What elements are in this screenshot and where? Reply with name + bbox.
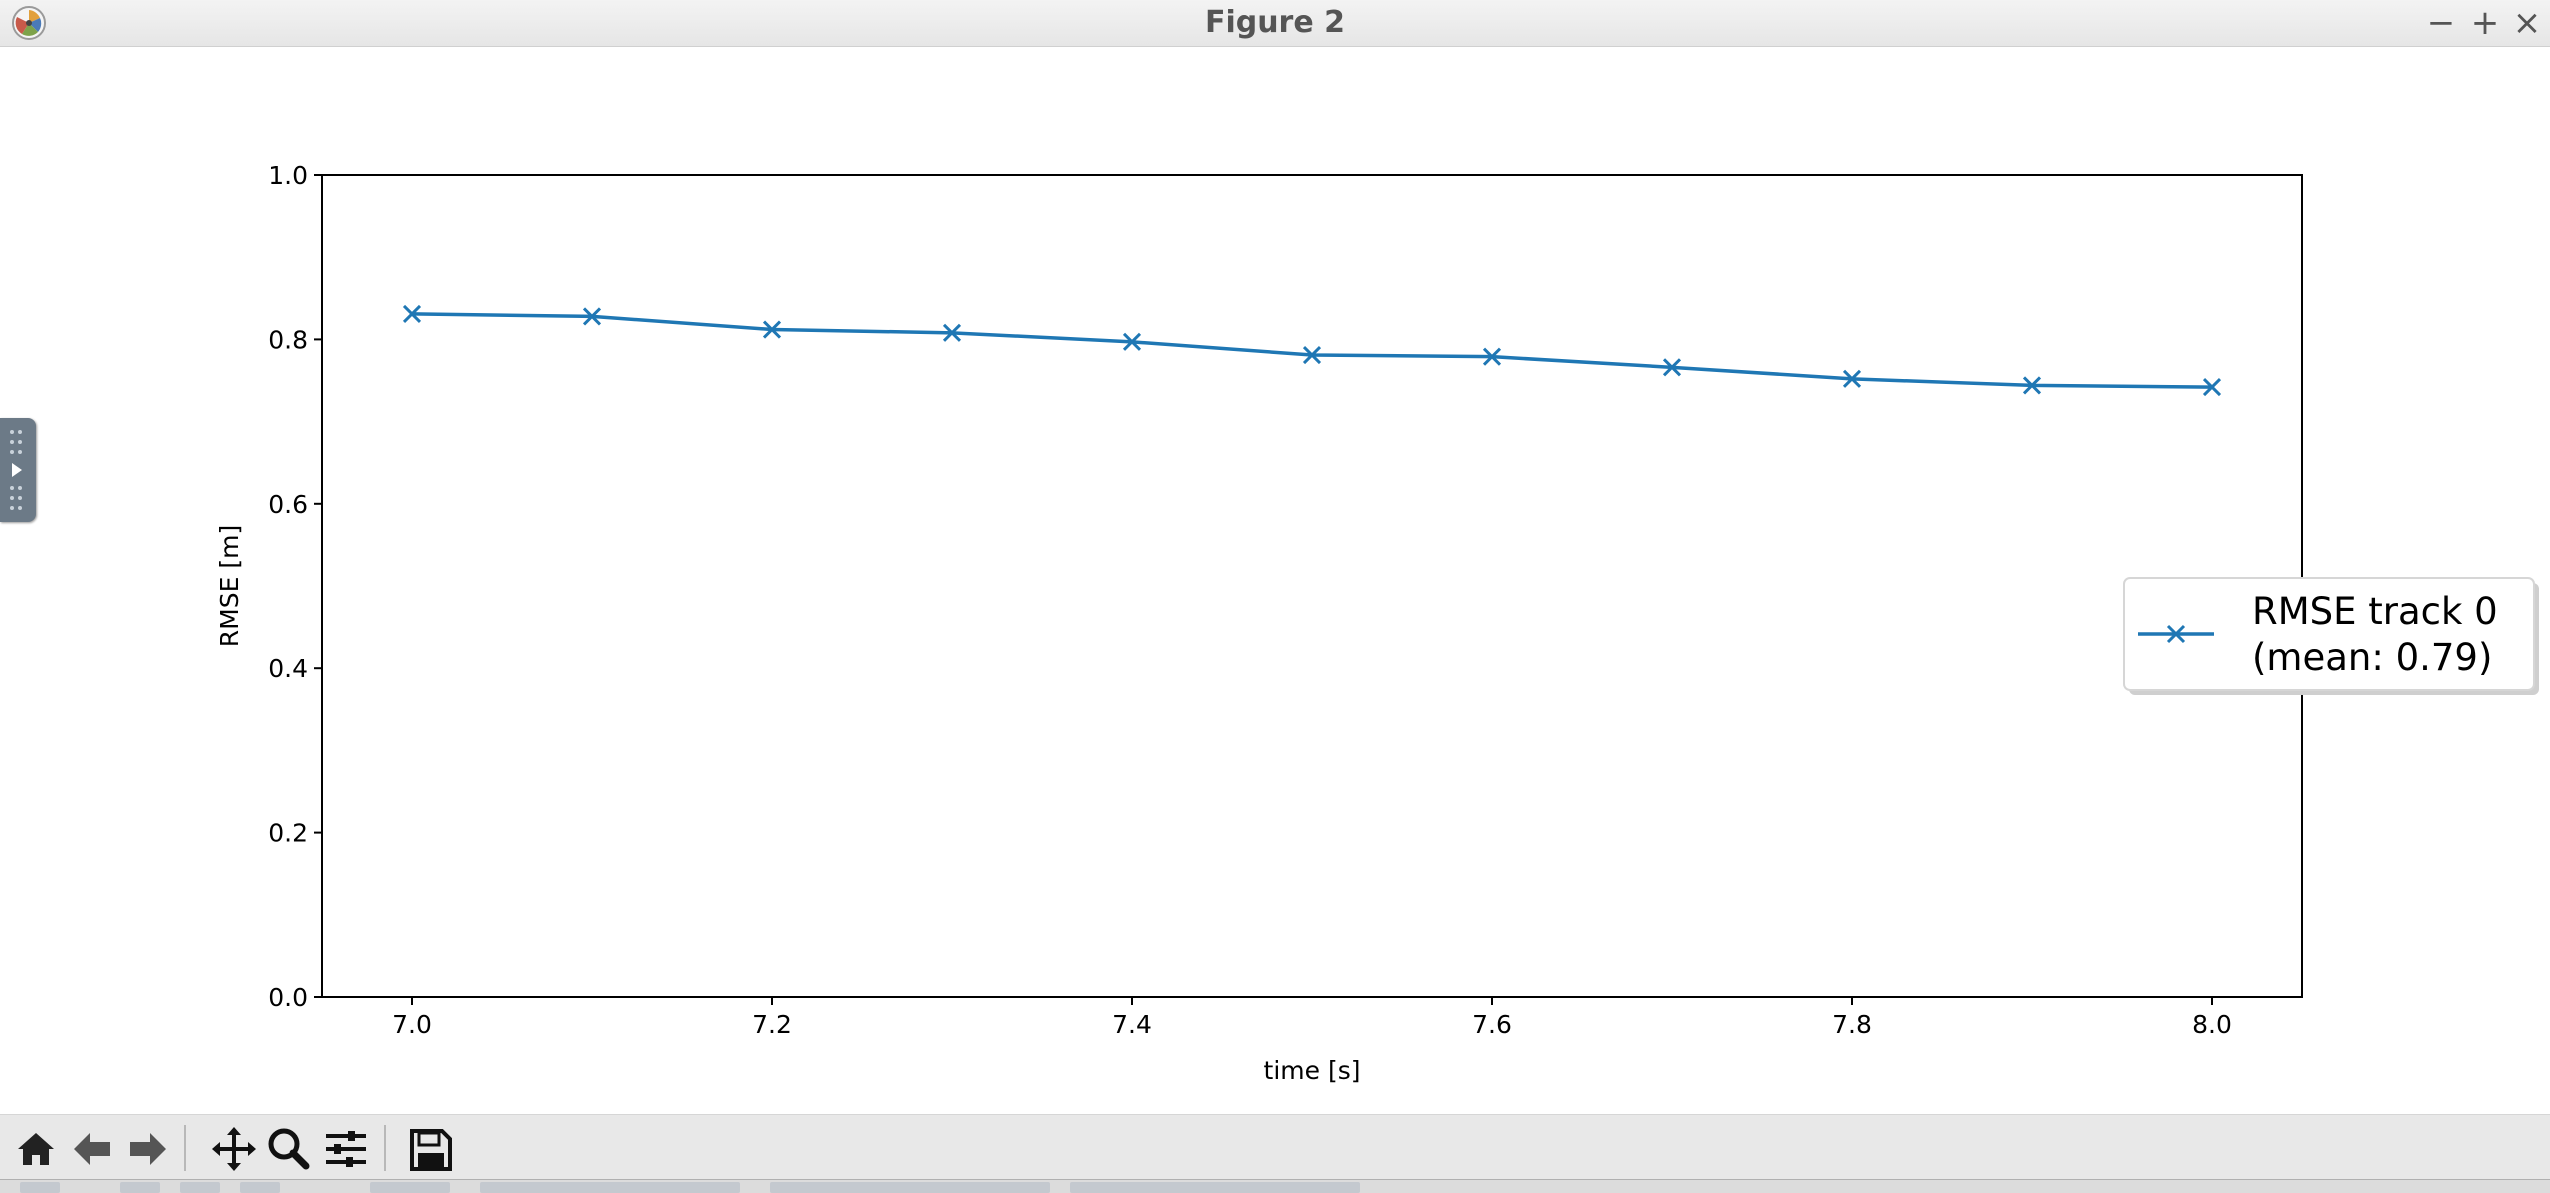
taskbar-item[interactable]: [180, 1182, 220, 1193]
x-tick-label: 7.2: [752, 1010, 792, 1039]
close-button[interactable]: ×: [2512, 3, 2542, 43]
window-title: Figure 2: [1204, 5, 1346, 40]
series-line: [411, 312, 2213, 389]
legend-label-line-1: RMSE track 0: [2252, 590, 2498, 633]
axes-frame: [321, 174, 2303, 998]
data-point-marker: [402, 304, 422, 323]
taskbar-item[interactable]: [20, 1182, 60, 1193]
maximize-button[interactable]: +: [2470, 3, 2500, 43]
legend-box: [2123, 577, 2535, 691]
toolbar-separator: [384, 1125, 386, 1171]
data-point-marker: [942, 323, 962, 342]
y-tick-label: 0.6: [268, 490, 308, 519]
data-point-marker: [1482, 347, 1502, 366]
toolbar-separator: [184, 1125, 186, 1171]
y-tick-label: 0.2: [268, 819, 308, 848]
taskbar-item[interactable]: [1070, 1182, 1360, 1193]
navigation-toolbar: [0, 1114, 2550, 1179]
data-point-marker: [1302, 345, 1322, 365]
x-tick-label: 7.8: [1832, 1010, 1872, 1039]
back-arrow-icon[interactable]: [66, 1123, 118, 1175]
taskbar-item[interactable]: [240, 1182, 280, 1193]
figure-canvas[interactable]: 7.0 7.2 7.4 7.6 7.8 8.0 0.0 0.2 0.4 0.6 0.8 1.0 tim…: [0, 47, 2550, 1113]
x-tick-label: 7.4: [1112, 1010, 1152, 1039]
data-point-marker: [2022, 376, 2042, 395]
x-axis-label: time [s]: [1264, 1056, 1361, 1085]
home-icon[interactable]: [10, 1123, 62, 1175]
data-point-marker: [1662, 358, 1682, 377]
legend-marker: [2166, 624, 2186, 644]
side-panel-handle[interactable]: [0, 418, 36, 522]
pan-icon[interactable]: [208, 1123, 260, 1175]
taskbar-item[interactable]: [770, 1182, 1050, 1193]
taskbar-item[interactable]: [370, 1182, 450, 1193]
minimize-button[interactable]: −: [2426, 3, 2456, 43]
data-point-marker: [1842, 369, 1862, 388]
taskbar: [0, 1179, 2550, 1193]
legend: RMSE track 0 (mean: 0.79): [2123, 577, 2539, 695]
taskbar-item[interactable]: [120, 1182, 160, 1193]
data-point-marker: [582, 307, 602, 326]
data-point-marker: [2202, 378, 2222, 397]
y-axis-label: RMSE [m]: [215, 525, 244, 647]
title-bar[interactable]: Figure 2 − + ×: [0, 0, 2550, 47]
configure-subplots-icon[interactable]: [320, 1123, 372, 1175]
y-tick-label: 1.0: [268, 161, 308, 190]
x-tick-label: 8.0: [2192, 1010, 2232, 1039]
y-tick-label: 0.4: [268, 654, 308, 683]
forward-arrow-icon[interactable]: [122, 1123, 174, 1175]
x-tick-label: 7.0: [392, 1010, 432, 1039]
taskbar-item[interactable]: [480, 1182, 740, 1193]
y-tick-label: 0.0: [268, 983, 308, 1012]
x-tick-label: 7.6: [1472, 1010, 1512, 1039]
zoom-icon[interactable]: [262, 1123, 314, 1175]
legend-label-line-2: (mean: 0.79): [2252, 636, 2492, 679]
matplotlib-icon[interactable]: [10, 4, 48, 42]
save-icon[interactable]: [404, 1123, 456, 1175]
rmse-chart: 7.0 7.2 7.4 7.6 7.8 8.0 0.0 0.2 0.4 0.6 0.8 1.0 tim…: [215, 161, 2539, 1085]
y-tick-label: 0.8: [268, 325, 308, 354]
grip-icon: [10, 430, 22, 510]
data-point-marker: [1122, 332, 1142, 351]
data-point-marker: [762, 320, 782, 339]
